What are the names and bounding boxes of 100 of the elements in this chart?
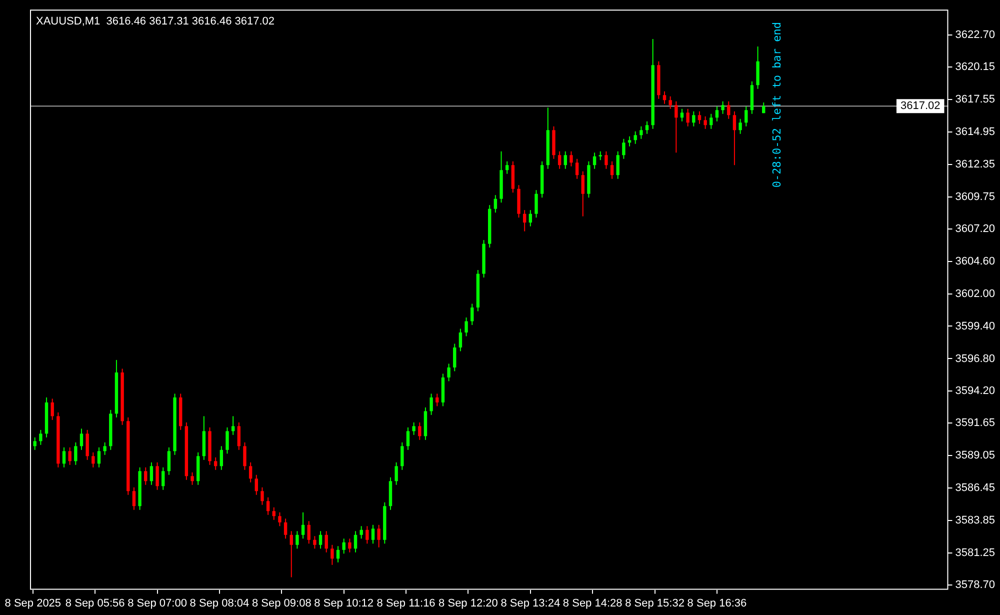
y-tick-label: 3607.20 <box>955 222 996 235</box>
candlestick <box>680 108 684 122</box>
annotation: 0-28:0-52 left to bar end <box>770 22 784 188</box>
candlestick <box>348 538 352 553</box>
x-tick-label: 8 Sep 05:56 <box>65 597 125 610</box>
candlestick <box>190 472 194 486</box>
candlestick <box>522 210 526 232</box>
candlestick <box>132 486 136 510</box>
candlestick <box>710 113 713 130</box>
candlestick <box>366 526 369 544</box>
candlestick <box>92 452 95 468</box>
candlestick <box>628 136 632 147</box>
text: XAUUSD,M1 3616.46 3617.31 3616.46 3617.02 <box>36 16 275 28</box>
candlestick <box>756 46 760 90</box>
candlestick <box>86 429 89 460</box>
candlestick <box>33 436 36 450</box>
candlestick <box>330 544 334 566</box>
y-tick-label: 3578.70 <box>955 578 996 591</box>
candlestick <box>39 429 42 446</box>
candlestick <box>284 518 288 540</box>
candlestick <box>744 106 748 127</box>
candlestick <box>237 422 241 450</box>
candlestick <box>622 138 626 160</box>
candlestick <box>453 343 456 372</box>
candlestick <box>307 520 310 544</box>
candlestick <box>324 530 328 553</box>
candlestick <box>640 126 643 140</box>
candlestick <box>570 150 573 167</box>
candlestick <box>144 466 148 486</box>
candlestick <box>604 150 608 170</box>
candlestick <box>266 496 270 516</box>
candlestick <box>62 446 66 468</box>
candlestick <box>296 530 299 550</box>
candlestick <box>354 530 358 553</box>
y-tick-label: 3586.45 <box>955 482 996 494</box>
candlestick <box>715 106 719 122</box>
candlestick <box>103 442 106 456</box>
candlestick <box>692 110 696 127</box>
candlestick <box>727 100 730 120</box>
y-tick-label: 3609.75 <box>955 190 996 203</box>
candlestick <box>231 416 235 436</box>
candlestick <box>436 393 439 407</box>
candlestick <box>226 426 229 454</box>
candlestick <box>686 108 690 127</box>
x-tick-label: 8 Sep 10:12 <box>314 597 374 610</box>
candlestick <box>494 194 498 214</box>
candlestick <box>272 506 276 520</box>
candlestick <box>248 462 252 483</box>
x-tick-label: 8 Sep 15:32 <box>625 597 684 610</box>
x-tick-label: 8 Sep 16:36 <box>687 597 747 610</box>
candlestick <box>400 442 404 470</box>
x-tick-label: 8 Sep 08:04 <box>190 597 250 610</box>
candlestick <box>592 152 596 170</box>
candlestick <box>394 462 398 486</box>
candlestick <box>377 524 380 548</box>
candlestick <box>220 446 224 470</box>
candlestick <box>581 170 584 217</box>
y-tick-label: 3583.85 <box>955 514 996 527</box>
candlestick <box>336 546 340 563</box>
x-tick-label: 8 Sep 12:20 <box>438 597 498 610</box>
candlestick <box>260 486 264 506</box>
candlestick <box>470 303 474 326</box>
x-tick-label: 8 Sep 07:00 <box>128 597 187 610</box>
candlestick <box>704 116 707 130</box>
y-tick-label: 3581.25 <box>955 546 996 559</box>
candlestick <box>458 328 462 352</box>
y-tick-label: 3617.55 <box>955 94 996 106</box>
candlestick <box>511 160 515 194</box>
y-tick-label: 3612.35 <box>955 158 996 171</box>
y-tick-label: 3620.15 <box>955 61 996 74</box>
x-tick-label: 8 Sep 13:24 <box>500 597 560 610</box>
x-tick-label: 8 Sep 14:28 <box>562 597 622 610</box>
candlestick <box>616 150 620 180</box>
candlestick <box>528 210 532 227</box>
candlestick <box>360 526 363 540</box>
candlestick <box>645 120 649 134</box>
candlestick <box>721 100 724 114</box>
y-tick-label: 3594.20 <box>955 385 996 398</box>
candlestick <box>97 446 101 468</box>
y-tick-label: 3589.05 <box>955 450 996 462</box>
candlestick <box>80 428 84 450</box>
candlestick <box>406 426 410 450</box>
candlestick <box>412 422 416 436</box>
candlestick <box>156 462 159 490</box>
ref-line-label: 3617.02 <box>900 100 940 112</box>
candlestick <box>214 456 218 470</box>
candlestick <box>505 160 509 174</box>
candlestick <box>371 524 375 544</box>
candlestick <box>534 190 538 218</box>
x-tick-label: 8 Sep 2025 <box>4 597 62 610</box>
y-tick-label: 3614.95 <box>955 126 996 138</box>
y-tick-label: 3604.60 <box>955 255 996 268</box>
candlestick <box>558 150 562 170</box>
candlestick <box>254 474 258 496</box>
y-tick-label: 3602.00 <box>955 288 996 300</box>
candlestick <box>74 442 78 466</box>
candlestick <box>342 538 346 554</box>
candlestick <box>447 363 450 382</box>
y-tick-label: 3599.40 <box>955 320 996 332</box>
candlestick <box>738 118 742 134</box>
